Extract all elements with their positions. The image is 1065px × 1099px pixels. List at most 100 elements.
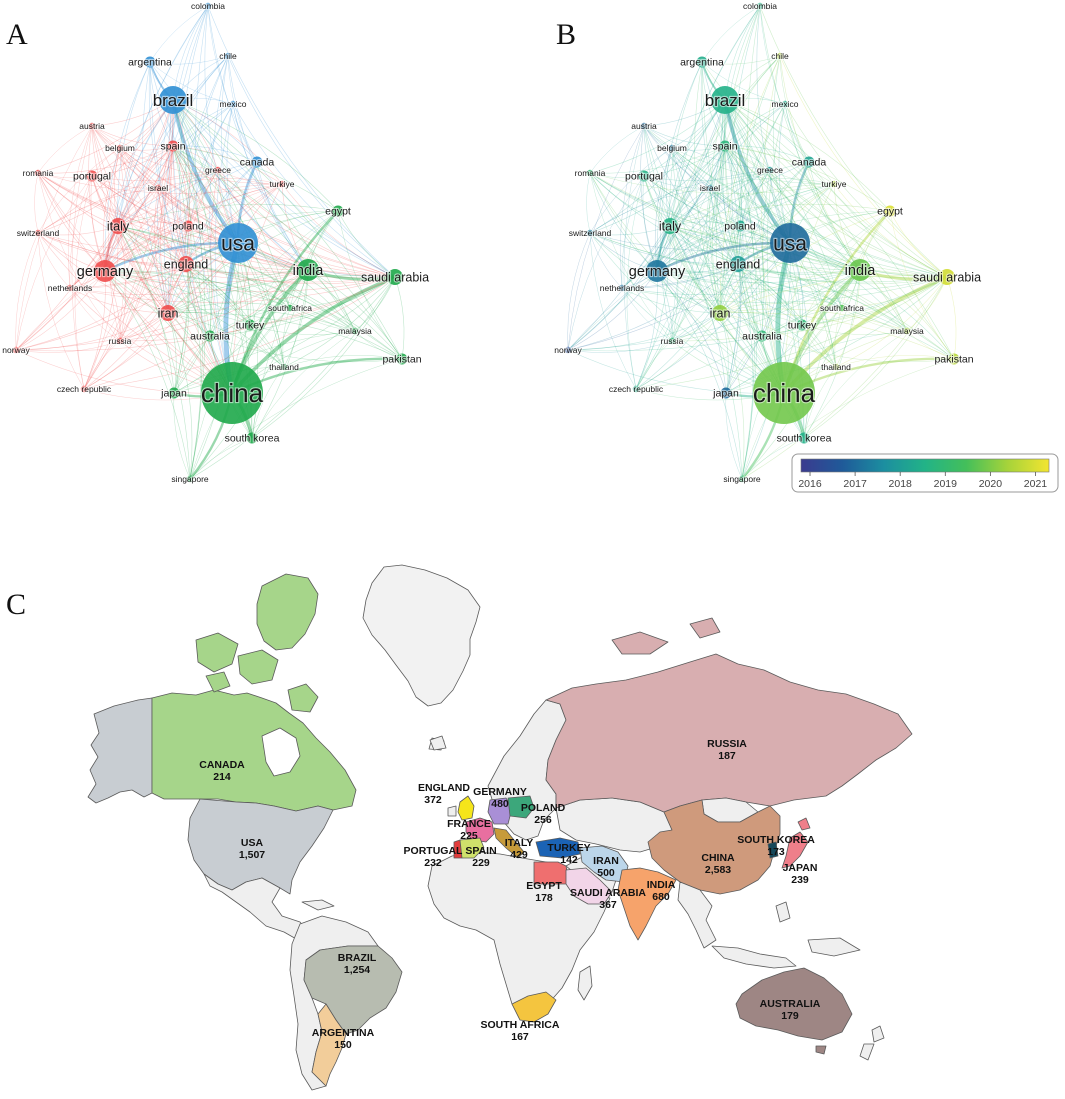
node-canada [251,156,263,168]
svg-text:RUSSIA: RUSSIA [707,738,747,750]
network-edge [759,5,810,163]
network-edge [589,172,835,194]
network-edge [102,147,121,272]
node-england [178,256,194,272]
network-edge [719,302,843,314]
network-edge [656,270,843,309]
node-label-russia: russia [109,336,132,346]
network-edge [619,125,645,289]
node-spain [719,140,731,152]
network-edge [635,276,948,390]
network-edge [635,145,726,390]
network-nodes [564,2,960,483]
network-edge [737,263,837,368]
node-south-africa [838,304,846,312]
network-edge [167,183,283,314]
node-label-switzerland: switzerland [569,228,612,238]
greenland-shape [362,564,481,707]
network-edge [83,269,309,390]
network-edge [154,187,169,314]
network-edge [167,169,219,314]
network-edge [167,311,251,326]
network-edge [801,210,891,326]
svg-text:225: 225 [460,830,478,842]
network-edge [37,172,189,227]
node-greece [214,166,222,174]
network-edge [15,99,174,351]
network-edge [669,225,837,368]
network-edge [724,5,761,147]
svg-text:2,583: 2,583 [705,864,731,876]
node-netherlands [618,284,626,292]
network-edge [69,287,169,314]
network-edge [91,175,233,394]
network-edge [719,275,948,314]
network-edge [185,263,356,332]
network-edge [724,145,948,278]
network-edge [119,147,309,271]
network-edge [589,172,785,394]
svg-text:ENGLAND: ENGLAND [418,782,470,794]
network-edge [37,145,174,174]
network-edge [91,175,169,314]
network-edge [69,225,189,289]
network-edge [209,276,396,337]
network-edge [643,169,771,182]
network-edge [167,312,285,368]
country-canada [151,689,357,812]
network-edge [217,169,396,278]
network-edge [643,125,785,394]
network-edge [172,99,396,278]
network-edge [635,312,721,390]
network-edge [737,55,781,265]
network-edge [756,5,791,244]
network-edge [567,312,721,351]
node-label-colombia: colombia [743,1,777,11]
network-edge [700,61,739,265]
node-australia [204,330,216,342]
network-edge [737,263,908,332]
network-edge [251,330,356,439]
node-poland [734,220,746,232]
network-edge [15,269,309,351]
node-label-mexico: mexico [772,99,799,109]
node-label-czech-republic: czech republic [609,384,664,394]
network-edge [725,335,763,394]
network-edge [589,169,771,234]
network-edge [157,99,174,314]
network-edge [656,270,955,360]
network-edge [37,232,233,394]
network-edge [671,263,739,342]
network-edge [772,55,791,244]
node-england [730,256,746,272]
network-edge [769,169,861,271]
node-label-greece: greece [757,165,783,175]
network-edge [104,61,151,272]
country-poland [507,795,535,819]
network-edge [172,99,233,394]
network-edge [589,172,791,244]
network-edge [37,232,309,274]
network-edge [803,269,861,439]
network-edge [167,161,258,314]
network-edge [635,340,673,390]
network-edge [91,125,159,189]
node-germany [94,260,116,282]
svg-text:AUSTRALIA: AUSTRALIA [760,998,821,1010]
network-edge [307,269,403,360]
node-label-belgium: belgium [105,143,135,153]
network-edge [671,169,771,342]
network-edge [741,269,861,480]
network-edge [724,145,908,332]
node-malaysia [903,327,911,335]
network-edge [37,232,71,289]
colorbar-tick-label: 2017 [843,478,867,490]
network-edge [172,5,209,147]
network-edge [83,270,106,390]
node-label-malaysia: malaysia [890,326,924,336]
node-czech-republic [80,385,88,393]
node-label-norway: norway [2,345,30,355]
